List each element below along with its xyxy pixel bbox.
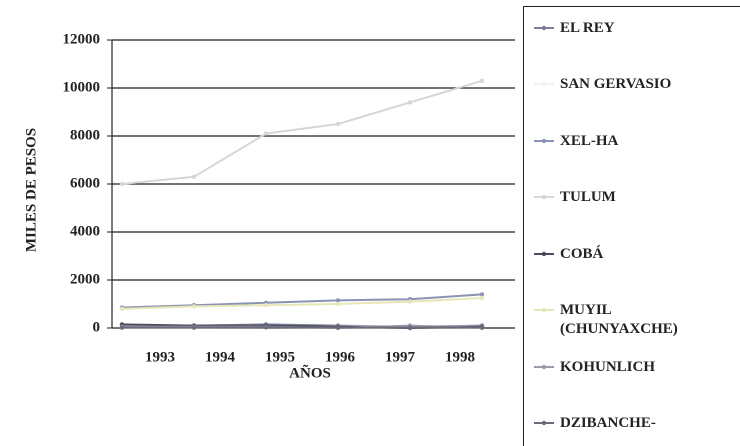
data-point [264, 325, 268, 329]
legend-label: XEL-HA [560, 132, 730, 151]
data-point [120, 325, 124, 329]
legend-marker [542, 195, 546, 199]
legend-swatch [532, 305, 556, 315]
legend-swatch [532, 79, 556, 89]
legend-item: SAN GERVASIO [532, 75, 730, 94]
legend-marker [542, 308, 546, 312]
legend-marker [542, 365, 546, 369]
x-tick-label: 1997 [385, 349, 416, 365]
legend-swatch [532, 249, 556, 259]
legend-item: EL REY [532, 19, 730, 38]
series-line [122, 81, 482, 184]
data-point [120, 182, 124, 186]
y-tick-label: 10000 [63, 79, 101, 95]
legend-swatch [532, 418, 556, 428]
y-tick-label: 6000 [70, 175, 100, 191]
x-axis-label: AÑOS [289, 363, 331, 381]
y-tick-label: 2000 [70, 271, 100, 287]
data-point [480, 325, 484, 329]
legend-item: XEL-HA [532, 132, 730, 151]
y-axis-label: MILES DE PESOS [23, 128, 39, 252]
legend-label: SAN GERVASIO [560, 75, 730, 94]
x-tick-label: 1995 [265, 349, 295, 365]
x-tick-label: 1993 [145, 349, 175, 365]
data-point [408, 325, 412, 329]
y-tick-label: 0 [93, 319, 101, 335]
legend-label: TULUM [560, 188, 730, 207]
legend-marker [542, 421, 546, 425]
data-point [336, 325, 340, 329]
y-tick-label: 4000 [70, 223, 100, 239]
series-line [122, 298, 482, 309]
data-point [264, 303, 268, 307]
legend-swatch [532, 362, 556, 372]
data-point [480, 296, 484, 300]
x-tick-label: 1996 [325, 349, 356, 365]
legend-marker [542, 139, 546, 143]
legend-marker [542, 252, 546, 256]
legend: EL REY SAN GERVASIO XEL-HA TULUM COBÁ MUYIL (… [523, 6, 740, 446]
data-point [408, 100, 412, 104]
data-point [336, 122, 340, 126]
data-point [264, 131, 268, 135]
chart: MILES DE PESOS AÑOS 0 2000 4000 6000 8000 100… [0, 0, 523, 432]
data-point [192, 325, 196, 329]
legend-swatch [532, 192, 556, 202]
x-tick-label: 1994 [205, 349, 236, 365]
legend-label: COBÁ [560, 245, 730, 264]
y-tick-label: 12000 [63, 31, 101, 47]
legend-item: COBÁ [532, 245, 730, 264]
data-point [408, 299, 412, 303]
x-tick-label: 1998 [445, 349, 475, 365]
legend-label: KOHUNLICH [560, 358, 730, 377]
legend-swatch [532, 23, 556, 33]
legend-item: MUYIL (CHUNYAXCHE) [532, 301, 730, 339]
legend-item: TULUM [532, 188, 730, 207]
y-tick-label: 8000 [70, 127, 100, 143]
legend-marker [542, 82, 546, 86]
data-point [192, 304, 196, 308]
data-point [192, 175, 196, 179]
legend-label: MUYIL (CHUNYAXCHE) [560, 301, 730, 339]
data-point [336, 302, 340, 306]
legend-item: DZIBANCHE- [532, 414, 730, 433]
legend-label: DZIBANCHE- [560, 414, 730, 433]
data-point [480, 79, 484, 83]
legend-marker [542, 26, 546, 30]
legend-swatch [532, 136, 556, 146]
data-point [120, 307, 124, 311]
page: {"chart_data": {"type": "line", "y_label… [0, 0, 740, 432]
legend-item: KOHUNLICH [532, 358, 730, 377]
legend-label: EL REY [560, 19, 730, 38]
